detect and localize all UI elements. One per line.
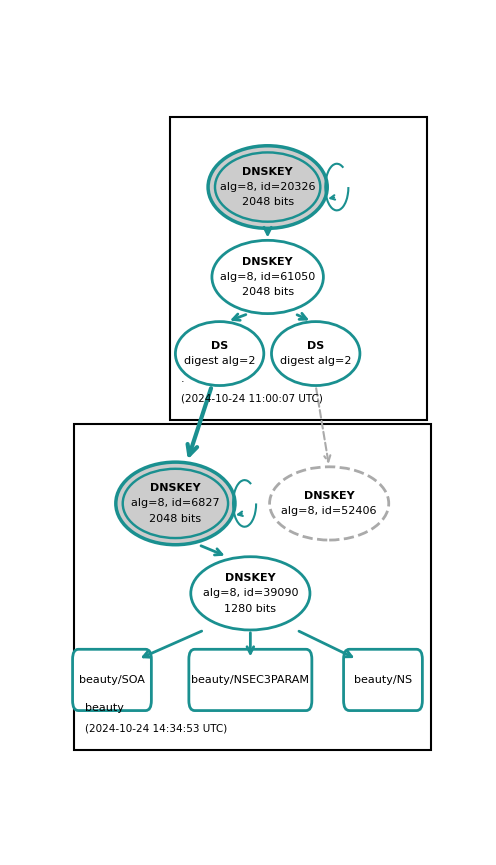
- Bar: [170, 117, 427, 420]
- Text: alg=8, id=6827: alg=8, id=6827: [131, 498, 220, 509]
- Ellipse shape: [271, 322, 360, 386]
- FancyBboxPatch shape: [72, 650, 151, 710]
- Text: .: .: [181, 374, 185, 383]
- Text: DNSKEY: DNSKEY: [243, 257, 293, 266]
- Text: alg=8, id=61050: alg=8, id=61050: [220, 272, 315, 282]
- Text: 1280 bits: 1280 bits: [224, 604, 276, 613]
- Text: (2024-10-24 11:00:07 UTC): (2024-10-24 11:00:07 UTC): [181, 394, 323, 403]
- Text: DS: DS: [211, 341, 228, 351]
- Bar: [73, 424, 431, 750]
- Text: (2024-10-24 14:34:53 UTC): (2024-10-24 14:34:53 UTC): [85, 723, 227, 734]
- Ellipse shape: [270, 467, 389, 540]
- Text: DNSKEY: DNSKEY: [225, 573, 276, 583]
- Ellipse shape: [176, 322, 264, 386]
- Ellipse shape: [116, 462, 235, 545]
- Text: 2048 bits: 2048 bits: [242, 287, 294, 298]
- Text: beauty: beauty: [85, 703, 124, 714]
- Text: 2048 bits: 2048 bits: [242, 197, 294, 208]
- Ellipse shape: [212, 240, 323, 314]
- Text: alg=8, id=39090: alg=8, id=39090: [202, 588, 298, 599]
- Text: digest alg=2: digest alg=2: [280, 356, 352, 366]
- Text: alg=8, id=20326: alg=8, id=20326: [220, 182, 315, 192]
- Text: beauty/SOA: beauty/SOA: [79, 675, 145, 685]
- Text: DNSKEY: DNSKEY: [150, 484, 201, 493]
- Text: alg=8, id=52406: alg=8, id=52406: [281, 506, 377, 516]
- Ellipse shape: [208, 146, 327, 228]
- Text: 2048 bits: 2048 bits: [149, 514, 201, 523]
- Text: DS: DS: [307, 341, 324, 351]
- Ellipse shape: [191, 557, 310, 630]
- Text: DNSKEY: DNSKEY: [304, 490, 355, 501]
- Text: DNSKEY: DNSKEY: [243, 167, 293, 176]
- Text: beauty/NS: beauty/NS: [354, 675, 412, 685]
- Text: digest alg=2: digest alg=2: [184, 356, 255, 366]
- Text: beauty/NSEC3PARAM: beauty/NSEC3PARAM: [191, 675, 310, 685]
- FancyBboxPatch shape: [189, 650, 312, 710]
- FancyBboxPatch shape: [344, 650, 423, 710]
